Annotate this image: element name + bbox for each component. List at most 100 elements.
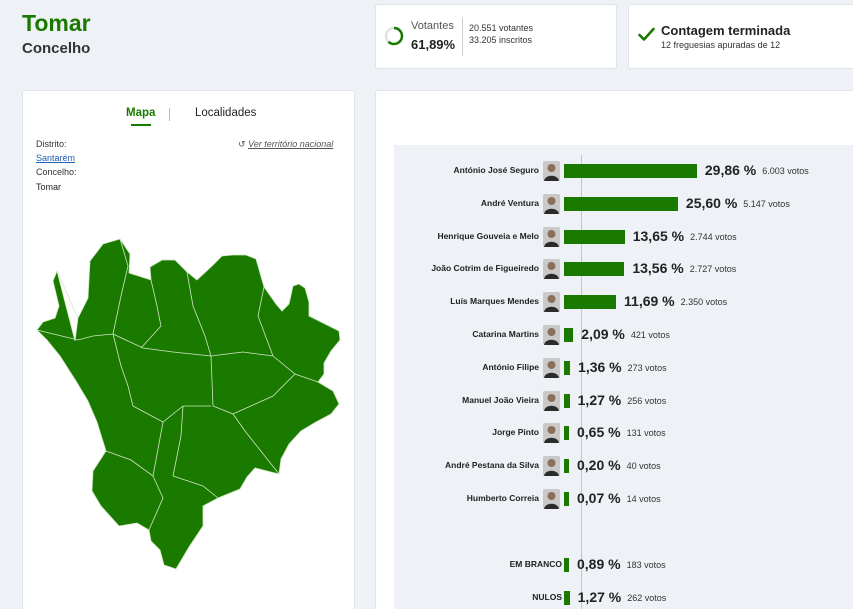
candidate-row[interactable]: António José Seguro 29,86 % 6.003 votos [394, 160, 853, 182]
concelho-label: Concelho: [36, 167, 77, 177]
results-panel: António José Seguro 29,86 % 6.003 votos And… [375, 90, 853, 609]
check-icon [638, 27, 655, 41]
tab-mapa[interactable]: Mapa [126, 107, 156, 119]
result-votes: 131 votos [626, 428, 666, 439]
result-votes: 273 votos [627, 362, 667, 373]
turnout-progress-icon [384, 26, 404, 46]
turnout-divider [462, 18, 463, 56]
portrait-icon [543, 456, 560, 477]
result-bar [564, 295, 617, 310]
result-votes: 5.147 votos [743, 198, 790, 209]
row-label: EM BRANCO [509, 559, 562, 569]
distrito-label: Distrito: [36, 139, 67, 149]
candidate-row[interactable]: Humberto Correia 0,07 % 14 votos [394, 488, 853, 510]
portrait-icon [543, 390, 560, 411]
row-label: João Cotrim de Figueiredo [431, 263, 539, 274]
result-bar [564, 558, 569, 572]
other-row[interactable]: NULOS 1,27 % 262 votos [394, 587, 853, 609]
result-votes: 256 votos [627, 395, 667, 406]
distrito-link[interactable]: Santarém [36, 153, 76, 163]
other-row[interactable]: EM BRANCO 0,89 % 183 votos [394, 554, 853, 576]
result-bar [564, 164, 697, 178]
parish-borders [36, 238, 319, 531]
candidate-row[interactable]: António Filipe 1,36 % 273 votos [394, 357, 853, 379]
result-percent: 0,07 % [577, 490, 621, 506]
result-percent: 11,69 % [624, 293, 675, 310]
candidate-row[interactable]: André Ventura 25,60 % 5.147 votos [394, 193, 853, 215]
row-label: Henrique Gouveia e Melo [437, 230, 539, 241]
row-label: André Ventura [480, 197, 539, 208]
portrait-icon [543, 423, 560, 444]
count-status-card: Contagem terminada 12 freguesias apurada… [628, 4, 853, 69]
count-status-subtitle: 12 freguesias apuradas de 12 [661, 40, 781, 50]
turnout-label: Votantes [411, 20, 454, 32]
result-bar [564, 229, 625, 244]
page-title: Tomar [22, 10, 91, 36]
row-label: André Pestana da Silva [444, 460, 539, 471]
portrait-icon [543, 489, 560, 509]
row-label: NULOS [532, 591, 562, 602]
result-bar [564, 262, 625, 277]
concelho-value: Tomar [36, 182, 62, 192]
result-bar [564, 328, 574, 342]
candidate-row[interactable]: Henrique Gouveia e Melo 13,65 % 2.744 voto… [394, 226, 853, 248]
result-percent: 0,89 % [577, 556, 621, 572]
result-percent: 13,65 % [632, 227, 685, 244]
results-axis [581, 155, 582, 609]
result-votes: 2.350 votos [680, 297, 728, 308]
result-percent: 25,60 % [685, 194, 738, 211]
result-bar [564, 393, 570, 408]
portrait-icon [543, 357, 560, 378]
row-label: António Filipe [482, 361, 539, 372]
map-region [36, 238, 341, 570]
result-votes: 2.744 votos [690, 231, 737, 242]
candidate-row[interactable]: Manuel João Vieira 1,27 % 256 votos [394, 390, 853, 412]
result-votes: 421 votos [630, 330, 670, 340]
turnout-card: Votantes 61,89% 20.551 votantes 33.205 i… [375, 4, 617, 69]
reset-icon: ↺ [238, 139, 246, 149]
portrait-icon [543, 161, 560, 181]
result-votes: 183 votos [626, 560, 666, 570]
result-percent: 1,27 % [577, 391, 622, 408]
portrait-icon [543, 226, 560, 247]
municipality-map[interactable] [33, 236, 348, 571]
row-label: Manuel João Vieira [462, 394, 539, 405]
portrait-icon [543, 325, 560, 345]
result-bar [564, 590, 570, 605]
map-panel: Mapa Localidades Distrito: Santarém Conc… [22, 90, 355, 609]
result-percent: 0,65 % [577, 424, 621, 441]
result-percent: 29,86 % [704, 162, 757, 178]
candidate-row[interactable]: Jorge Pinto 0,65 % 131 votos [394, 422, 853, 444]
page-subtitle: Concelho [22, 40, 91, 58]
result-bar [564, 360, 571, 375]
candidate-row[interactable]: João Cotrim de Figueiredo 13,56 % 2.727 vo… [394, 258, 853, 280]
portrait-icon [543, 193, 560, 214]
portrait-icon [543, 259, 560, 280]
result-percent: 2,09 % [581, 326, 625, 342]
results-chart: António José Seguro 29,86 % 6.003 votos And… [394, 145, 853, 609]
national-territory-link-text: Ver território nacional [248, 139, 334, 149]
result-votes: 6.003 votos [762, 166, 809, 176]
candidate-row[interactable]: André Pestana da Silva 0,20 % 40 votos [394, 455, 853, 477]
result-votes: 2.727 votos [689, 264, 737, 275]
result-percent: 1,27 % [577, 588, 622, 605]
row-label: António José Seguro [453, 165, 539, 175]
turnout-voters: 20.551 votantes [469, 23, 534, 33]
result-bar [564, 492, 569, 506]
result-percent: 13,56 % [632, 260, 684, 277]
result-votes: 14 votos [626, 494, 661, 504]
row-label: Humberto Correia [466, 493, 539, 503]
row-label: Catarina Martins [472, 329, 539, 339]
candidate-row[interactable]: Luís Marques Mendes 11,69 % 2.350 votos [394, 291, 853, 313]
result-percent: 0,20 % [577, 457, 621, 474]
turnout-registered: 33.205 inscritos [469, 35, 533, 45]
row-label: Jorge Pinto [492, 427, 539, 438]
result-percent: 1,36 % [578, 358, 622, 375]
tab-divider [169, 108, 170, 121]
candidate-row[interactable]: Catarina Martins 2,09 % 421 votos [394, 324, 853, 346]
national-territory-link[interactable]: ↺ Ver território nacional [238, 139, 333, 150]
tab-localidades[interactable]: Localidades [195, 107, 257, 119]
result-bar [564, 196, 678, 211]
result-bar [564, 426, 569, 441]
count-status-title: Contagem terminada [661, 23, 791, 38]
